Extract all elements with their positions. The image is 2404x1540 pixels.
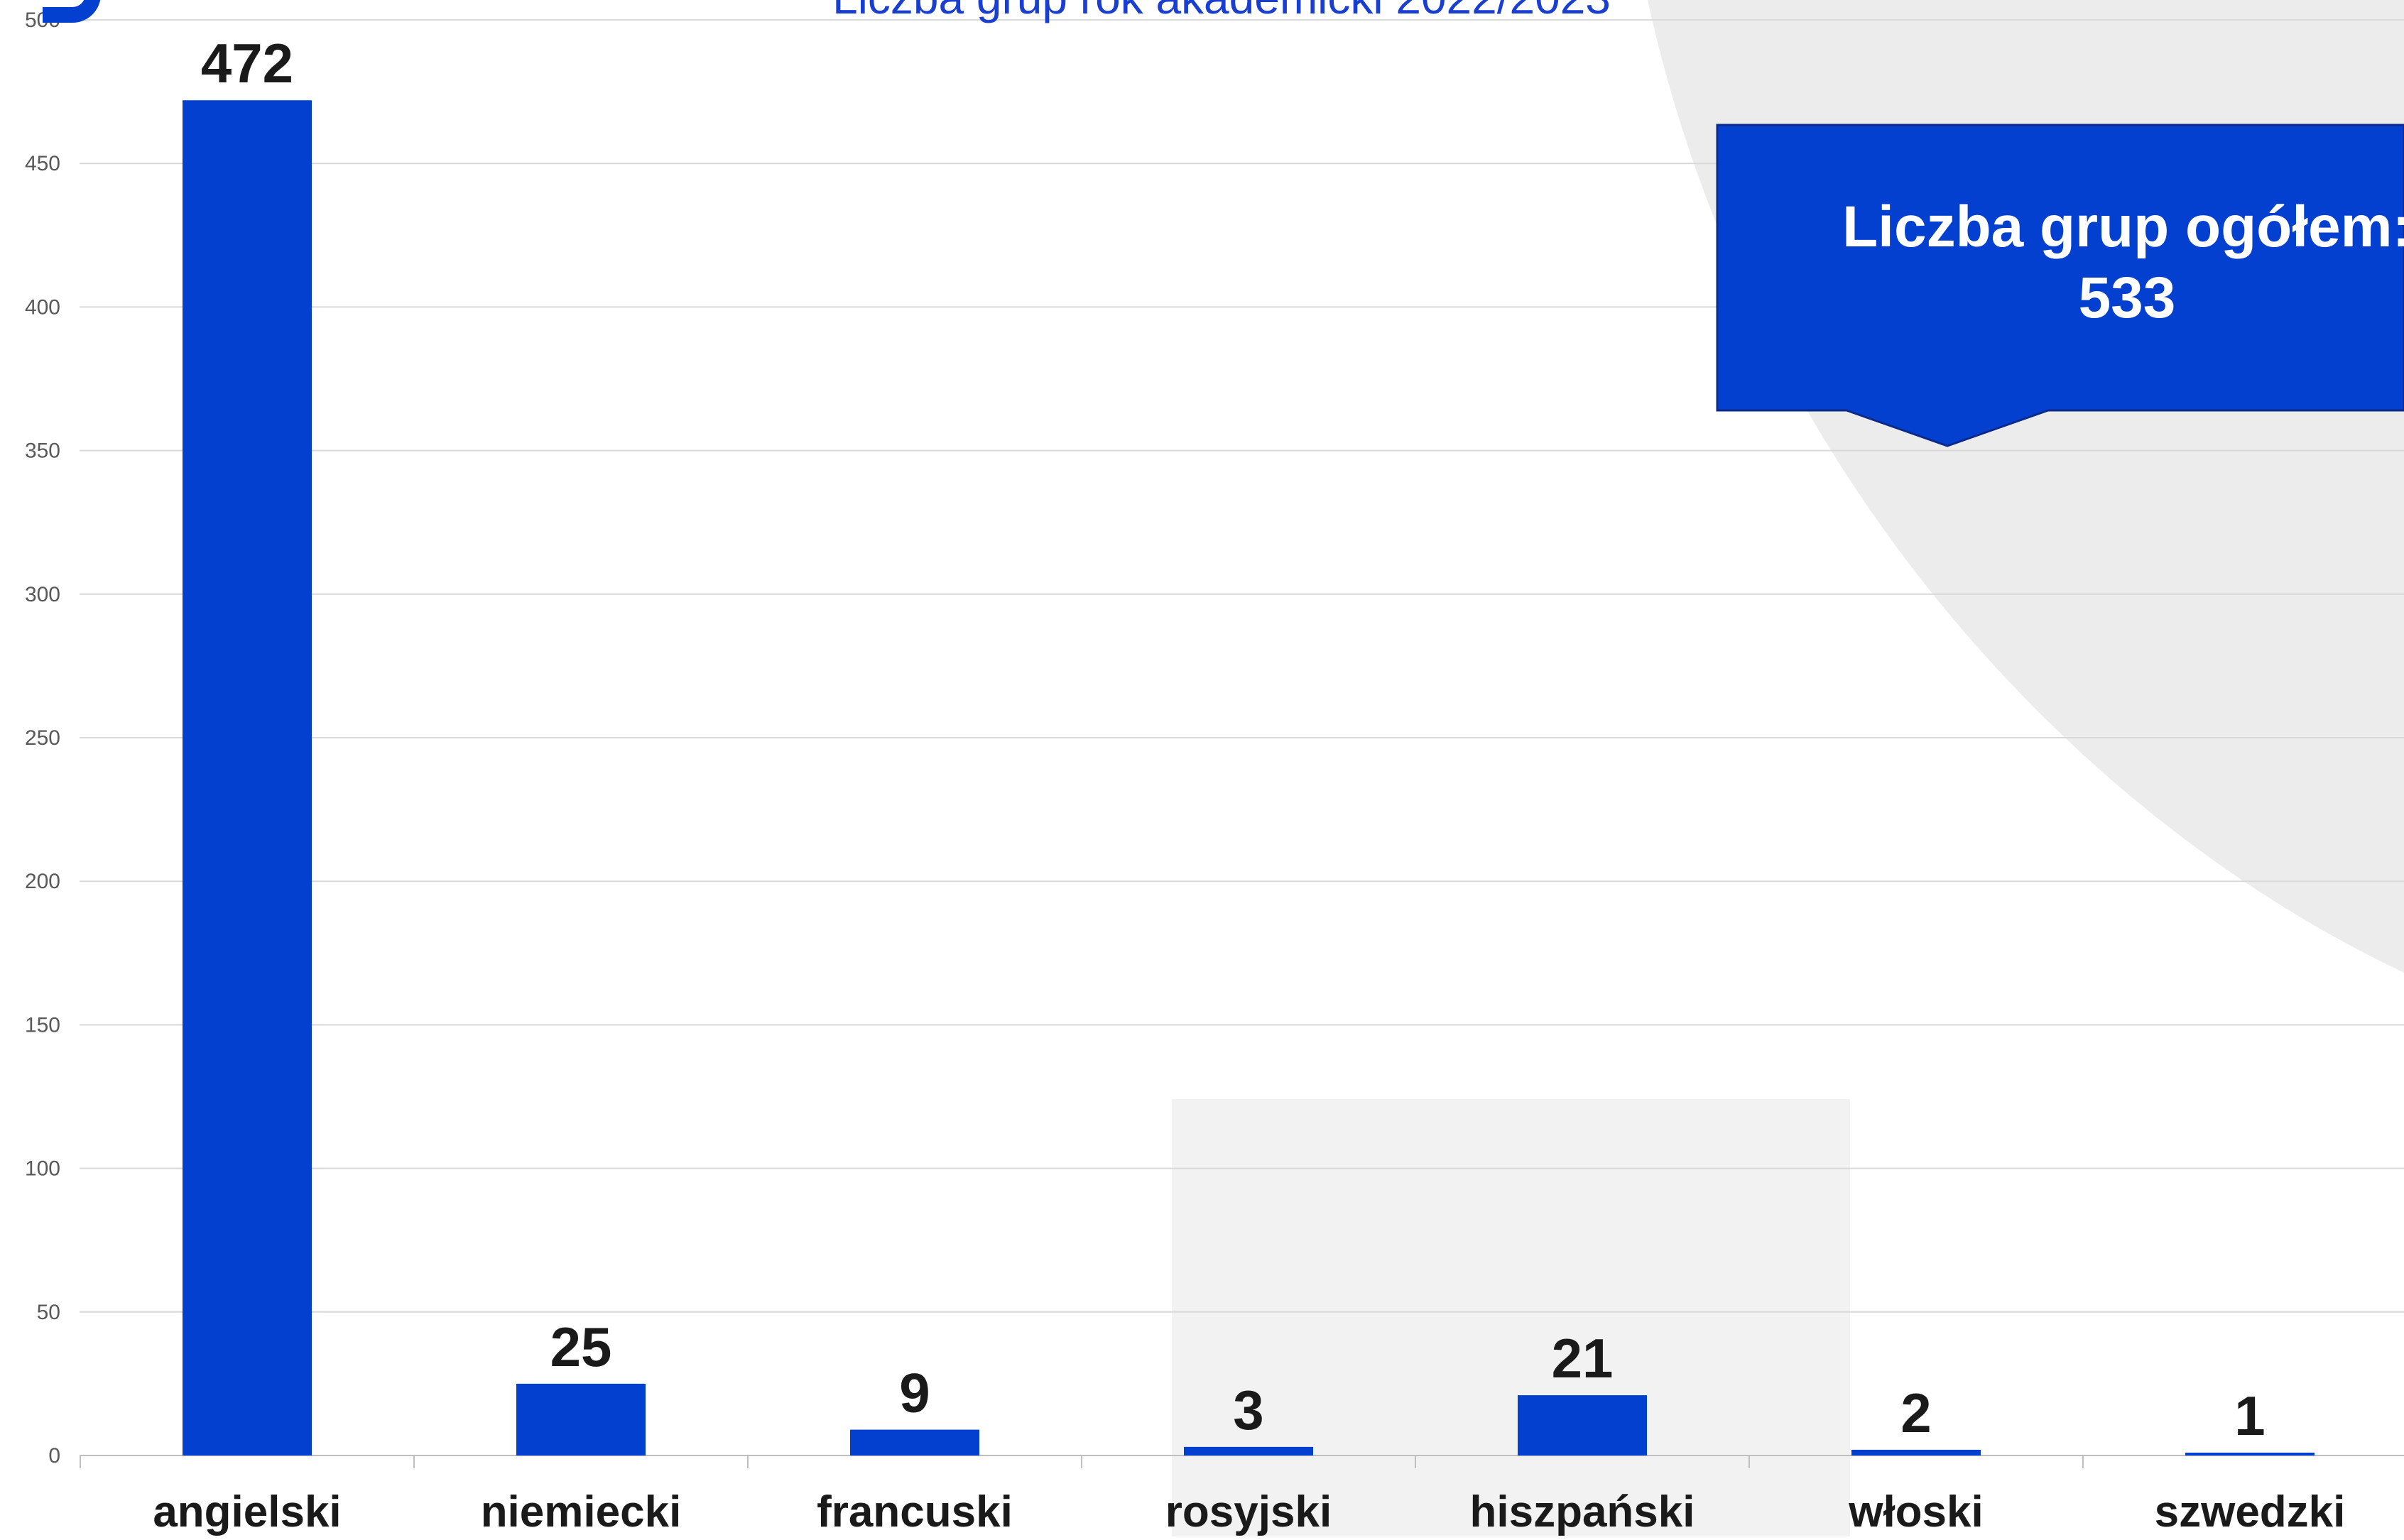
data-label: 1 [2234, 1385, 2265, 1447]
x-tick-label: rosyjski [1165, 1487, 1332, 1536]
x-tick-label: niemiecki [481, 1487, 682, 1536]
y-tick-label: 450 [25, 152, 60, 175]
bar [1851, 1449, 1981, 1456]
gridlines [80, 19, 2404, 1313]
y-tick-label: 100 [25, 1157, 60, 1181]
bar [1518, 1395, 1647, 1456]
bars [183, 100, 2315, 1456]
y-tick-label: 350 [25, 439, 60, 463]
y-tick-label: 250 [25, 726, 60, 750]
bar [2185, 1452, 2315, 1456]
bar [850, 1429, 979, 1456]
y-tick-label: 200 [25, 870, 60, 893]
bar [1184, 1446, 1313, 1456]
y-tick-label: 150 [25, 1013, 60, 1037]
x-tick-label: angielski [153, 1487, 341, 1536]
callout-box [1716, 124, 2404, 447]
data-label: 3 [1233, 1379, 1263, 1441]
y-tick-label: 300 [25, 583, 60, 606]
y-tick-label: 0 [48, 1444, 60, 1468]
data-label: 25 [550, 1316, 612, 1378]
data-label: 9 [899, 1362, 930, 1424]
background-highlight-panel [1172, 1099, 1850, 1536]
data-label: 2 [1900, 1382, 1931, 1444]
y-tick-label: 50 [37, 1301, 60, 1324]
callout-text: Liczba grup ogółem: 533 [1719, 192, 2404, 334]
data-label: 472 [201, 32, 293, 94]
x-tick-label: włoski [1848, 1487, 1984, 1536]
bar [516, 1383, 646, 1456]
callout-total-value: 533 [2078, 266, 2176, 330]
x-tick-label: hiszpański [1470, 1487, 1695, 1536]
callout-line-1: Liczba grup ogółem: [1842, 195, 2404, 259]
x-tick-label: francuski [817, 1487, 1013, 1536]
y-tick-label: 400 [25, 295, 60, 319]
bar [183, 100, 312, 1456]
x-tick-label: szwedzki [2155, 1487, 2346, 1536]
logo-fragment-icon [43, 0, 101, 23]
x-tick-labels: angielski niemiecki francuski rosyjski hiszp… [153, 1487, 2345, 1536]
chart-title: Liczba grup rok akademicki 2022/2023 [724, 0, 1719, 24]
data-label: 21 [1552, 1327, 1614, 1389]
